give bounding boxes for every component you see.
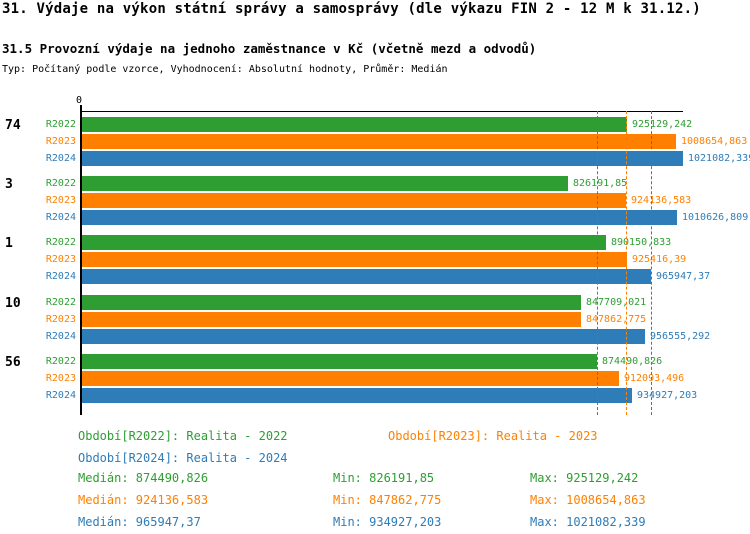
- bar-value-label-r2023: 847862,775: [586, 314, 647, 325]
- bar-value-label-r2024: 965947,37: [656, 271, 711, 282]
- bar-r2023: [82, 371, 619, 386]
- stat-median-r2022: Medián: 874490,826: [78, 471, 209, 485]
- series-row-label-r2023: R2023: [45, 195, 76, 206]
- page-title: 31. Výdaje na výkon státní správy a samo…: [2, 1, 701, 17]
- legend-item-r2023: Období[R2023]: Realita - 2023: [388, 429, 598, 443]
- bar-value-label-r2024: 1021082,339: [688, 153, 750, 164]
- series-row-label-r2023: R2023: [45, 314, 76, 325]
- x-axis-line: [81, 111, 683, 112]
- bar-value-label-r2024: 956555,292: [650, 331, 711, 342]
- series-row-label-r2022: R2022: [45, 356, 76, 367]
- bar-value-label-r2023: 924136,583: [631, 195, 692, 206]
- median-line-r2022: [597, 111, 598, 415]
- stat-min-r2022: Min: 826191,85: [333, 471, 435, 485]
- bar-r2023: [82, 252, 627, 267]
- category-label: 74: [5, 118, 21, 133]
- chart-subtitle: 31.5 Provozní výdaje na jednoho zaměstna…: [2, 41, 537, 56]
- stat-median-r2023: Medián: 924136,583: [78, 493, 209, 507]
- bar-r2022: [82, 295, 581, 310]
- series-row-label-r2023: R2023: [45, 254, 76, 265]
- bar-r2024: [82, 269, 651, 284]
- stat-min-r2023: Min: 847862,775: [333, 493, 442, 507]
- bar-value-label-r2024: 934927,203: [637, 390, 698, 401]
- chart-meta-line: Typ: Počítaný podle vzorce, Vyhodnocení:…: [2, 64, 448, 75]
- bar-r2022: [82, 354, 597, 369]
- bar-r2022: [82, 235, 606, 250]
- stat-max-r2024: Max: 1021082,339: [530, 515, 646, 529]
- category-label: 3: [5, 177, 13, 192]
- category-label: 10: [5, 296, 21, 311]
- series-row-label-r2023: R2023: [45, 373, 76, 384]
- bar-value-label-r2022: 890150,833: [611, 237, 672, 248]
- median-line-r2023: [626, 111, 627, 415]
- bar-r2024: [82, 329, 645, 344]
- bar-value-label-r2023: 912093,496: [624, 373, 685, 384]
- series-row-label-r2022: R2022: [45, 237, 76, 248]
- series-row-label-r2022: R2022: [45, 119, 76, 130]
- series-row-label-r2024: R2024: [45, 390, 76, 401]
- bar-r2024: [82, 151, 683, 166]
- bar-value-label-r2023: 1008654,863: [681, 136, 748, 147]
- bar-r2023: [82, 134, 676, 149]
- legend-item-r2024: Období[R2024]: Realita - 2024: [78, 451, 288, 465]
- bar-r2024: [82, 388, 632, 403]
- y-axis-line: [80, 105, 82, 415]
- bar-value-label-r2024: 1010626,809: [682, 212, 749, 223]
- bar-r2023: [82, 312, 581, 327]
- series-row-label-r2022: R2022: [45, 178, 76, 189]
- stat-median-r2024: Medián: 965947,37: [78, 515, 201, 529]
- series-row-label-r2024: R2024: [45, 153, 76, 164]
- series-row-label-r2024: R2024: [45, 331, 76, 342]
- bar-value-label-r2023: 925416,39: [632, 254, 687, 265]
- series-row-label-r2022: R2022: [45, 297, 76, 308]
- category-label: 1: [5, 236, 13, 251]
- bar-r2024: [82, 210, 677, 225]
- stat-max-r2022: Max: 925129,242: [530, 471, 639, 485]
- category-label: 56: [5, 355, 21, 370]
- stat-max-r2023: Max: 1008654,863: [530, 493, 646, 507]
- bar-value-label-r2022: 925129,242: [632, 119, 693, 130]
- bar-value-label-r2022: 826191,85: [573, 178, 628, 189]
- stat-min-r2024: Min: 934927,203: [333, 515, 442, 529]
- legend-item-r2022: Období[R2022]: Realita - 2022: [78, 429, 288, 443]
- bar-r2022: [82, 176, 568, 191]
- bar-r2022: [82, 117, 627, 132]
- x-axis-zero-tick-label: 0: [76, 95, 83, 106]
- bar-r2023: [82, 193, 626, 208]
- series-row-label-r2023: R2023: [45, 136, 76, 147]
- series-row-label-r2024: R2024: [45, 271, 76, 282]
- bar-value-label-r2022: 847709,021: [586, 297, 647, 308]
- series-row-label-r2024: R2024: [45, 212, 76, 223]
- bar-value-label-r2022: 874490,826: [602, 356, 663, 367]
- median-line-r2024: [651, 111, 652, 415]
